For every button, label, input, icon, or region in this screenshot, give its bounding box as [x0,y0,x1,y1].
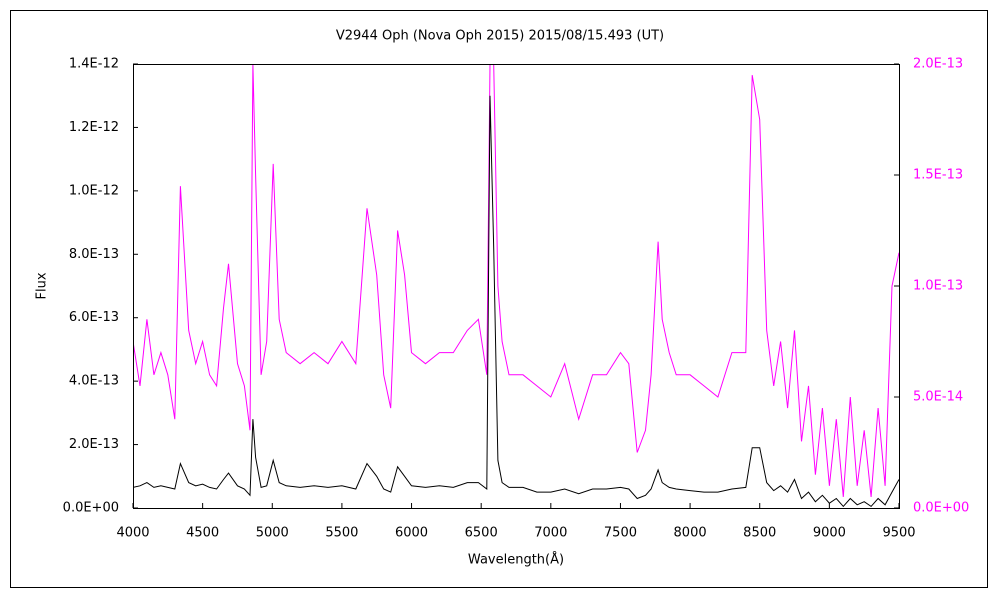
x-tick-label: 9000 [813,526,846,541]
y2-tick-label: 1.5E-13 [913,168,963,183]
x-tick-label: 6000 [395,526,428,541]
y-tick-label: 4.0E-13 [69,374,119,389]
x-tick-label: 4500 [186,526,219,541]
y-tick-label: 1.2E-12 [69,120,119,135]
x-tick-label: 9500 [882,526,915,541]
x-tick-label: 5500 [325,526,358,541]
y-tick-label: 1.0E-12 [69,183,119,198]
x-tick-label: 7500 [604,526,637,541]
chart-title: V2944 Oph (Nova Oph 2015) 2015/08/15.493… [336,29,664,44]
y2-tick-label: 0.0E+00 [913,501,969,516]
y-axis-label: Flux [35,272,50,299]
x-tick-label: 4000 [116,526,149,541]
y2-tick-label: 1.0E-13 [913,279,963,294]
y2-tick-label: 2.0E-13 [913,57,963,72]
y-tick-label: 0.0E+00 [63,501,119,516]
x-tick-label: 5000 [256,526,289,541]
frame [10,10,988,588]
x-axis-label: Wavelength(Å) [468,552,564,568]
x-tick-label: 7000 [534,526,567,541]
x-tick-label: 6500 [465,526,498,541]
spectrum-line [133,95,899,508]
spectrum-line [133,64,899,497]
y-tick-label: 2.0E-13 [69,437,119,452]
y-tick-label: 1.4E-12 [69,57,119,72]
y2-tick-label: 5.0E-14 [913,390,963,405]
x-tick-label: 8000 [674,526,707,541]
plot-border [133,64,900,509]
y-tick-label: 8.0E-13 [69,247,119,262]
x-tick-label: 8500 [743,526,776,541]
y-tick-label: 6.0E-13 [69,310,119,325]
plot-area [133,64,899,508]
